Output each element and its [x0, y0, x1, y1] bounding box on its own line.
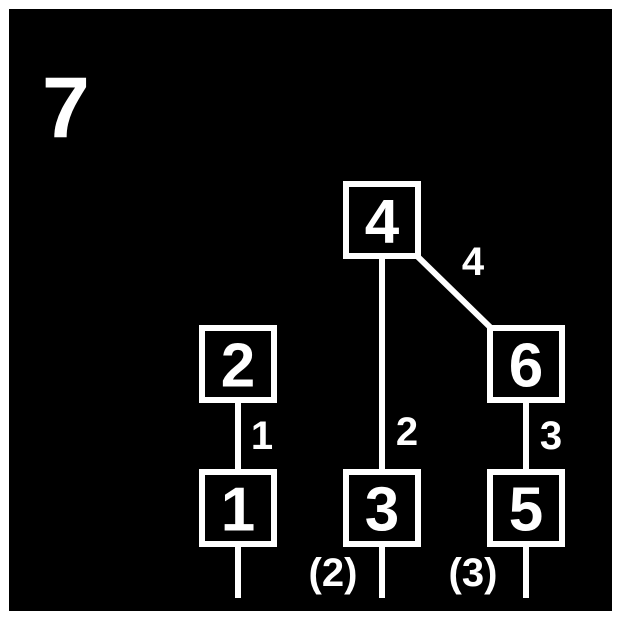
edge-label-4-6: 4 [462, 240, 485, 284]
node-1: 1 [199, 469, 277, 547]
edge-4-6 [413, 252, 495, 332]
node-3-label: 3 [365, 476, 399, 545]
node-5-label: 5 [509, 476, 543, 545]
node-6-label: 6 [509, 332, 543, 401]
edge-label-6-5: 3 [540, 414, 562, 458]
node-3: 3 [343, 469, 421, 547]
node-5: 5 [487, 469, 565, 547]
node-2: 2 [199, 325, 277, 403]
node-2-label: 2 [221, 332, 255, 401]
node-6: 6 [487, 325, 565, 403]
edge-label-4-3: 2 [396, 410, 418, 454]
stub-label-5: (3) [449, 551, 498, 595]
main-label: 7 [42, 60, 90, 156]
stub-label-3: (2) [309, 551, 358, 595]
edge-label-2-1: 1 [251, 414, 273, 458]
node-4: 4 [343, 181, 421, 259]
node-1-label: 1 [221, 476, 255, 545]
node-4-label: 4 [365, 188, 400, 257]
